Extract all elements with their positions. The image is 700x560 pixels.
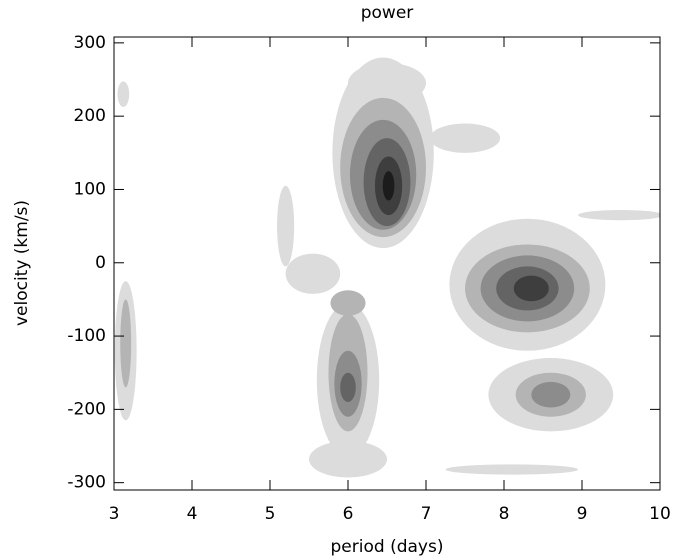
x-axis-label: period (days) <box>331 537 444 557</box>
y-tick-label: 300 <box>74 33 106 53</box>
x-tick-label: 4 <box>187 504 198 524</box>
y-tick-label: -300 <box>67 473 106 493</box>
contour-region <box>340 372 356 403</box>
contour-region <box>382 171 395 201</box>
x-tick-label: 3 <box>109 504 120 524</box>
axes-box <box>113 36 661 491</box>
contour-region <box>513 275 549 302</box>
contour-region <box>330 290 366 316</box>
contour-region <box>531 381 571 408</box>
y-tick-label: -200 <box>67 399 106 419</box>
x-tick-label: 8 <box>499 504 510 524</box>
x-tick-label: 9 <box>577 504 588 524</box>
y-tick-label: -100 <box>67 326 106 346</box>
y-tick-label: 0 <box>95 253 106 273</box>
contour-region <box>348 63 426 104</box>
x-tick-label: 10 <box>649 504 671 524</box>
y-axis-label: velocity (km/s) <box>12 200 32 326</box>
x-tick-label: 5 <box>265 504 276 524</box>
contour-region <box>578 209 660 221</box>
contour-region <box>277 185 295 267</box>
y-tick-label: 100 <box>74 179 106 199</box>
contour-region <box>429 123 501 153</box>
contour-region <box>117 81 130 108</box>
contour-region <box>445 464 579 475</box>
contour-area <box>114 57 660 478</box>
contour-region <box>309 440 387 478</box>
chart-title: power <box>361 3 414 23</box>
contour-region <box>120 299 132 388</box>
y-tick-label: 200 <box>74 106 106 126</box>
x-tick-label: 6 <box>343 504 354 524</box>
contour-region <box>285 253 341 294</box>
x-tick-label: 7 <box>421 504 432 524</box>
